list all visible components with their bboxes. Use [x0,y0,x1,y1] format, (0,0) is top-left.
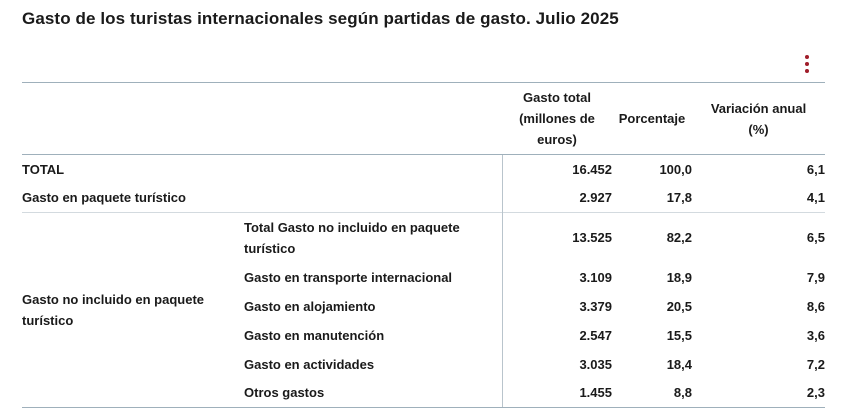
header-porcentaje: Porcentaje [612,82,692,155]
row-label: TOTAL [22,154,503,184]
row-label: Gasto en alojamiento [244,291,503,321]
row-label: Gasto en actividades [244,349,503,379]
variacion-cell: 3,6 [806,327,825,343]
gasto-cell: 3.035 [579,356,612,372]
table-row: Gasto en manutención 2.547 15,5 3,6 [22,320,825,350]
row-label: Otros gastos [244,378,503,408]
menu-dot [805,62,809,66]
porcentaje-cell: 15,5 [666,327,692,343]
header-gasto-total: Gasto total (millones de euros) [502,82,612,155]
table-row: Otros gastos 1.455 8,8 2,3 [22,378,825,408]
menu-dot [805,55,809,59]
variacion-cell: 6,1 [806,161,825,177]
gasto-cell: 1.455 [502,378,612,408]
header-variacion: Variación anual (%) [692,82,825,155]
menu-dot [805,69,809,73]
gasto-cell: 13.525 [502,212,612,263]
table-row: Gasto no incluido en paquete turístico T… [22,212,825,408]
gasto-cell: 3.379 [579,298,612,314]
more-options-icon[interactable] [803,55,811,73]
table-row: Gasto en paquete turístico 2.927 17,8 4,… [22,183,825,213]
table-row: Gasto en alojamiento 3.379 20,5 8,6 [22,291,825,321]
variacion-cell: 6,5 [692,212,825,263]
table-row: TOTAL 16.452 100,0 6,1 [22,154,825,184]
variacion-cell: 4,1 [806,190,825,206]
header-empty-cell [22,82,502,155]
variacion-cell: 2,3 [692,378,825,408]
gasto-cell: 2.547 [579,327,612,343]
table-header-row: Gasto total (millones de euros) Porcenta… [22,82,825,155]
variacion-cell: 7,2 [806,356,825,372]
table-row: Gasto en transporte internacional 3.109 … [22,262,825,292]
row-label: Gasto en paquete turístico [22,183,503,213]
table-row: Gasto en actividades 3.035 18,4 7,2 [22,349,825,379]
gasto-cell: 16.452 [572,161,612,177]
group-label: Gasto no incluido en paquete turístico [22,212,244,408]
row-label: Gasto en manutención [244,320,503,350]
expenditure-table: Gasto total (millones de euros) Porcenta… [22,82,825,408]
page-title: Gasto de los turistas internacionales se… [22,9,619,28]
row-label: Total Gasto no incluido en paquete turís… [244,212,503,263]
porcentaje-cell: 17,8 [666,190,692,206]
variacion-cell: 8,6 [806,298,825,314]
header-gasto-total-label: Gasto total (millones de euros) [519,90,595,147]
porcentaje-cell: 18,9 [666,269,692,285]
gasto-cell: 2.927 [579,190,612,206]
variacion-cell: 7,9 [806,269,825,285]
porcentaje-cell: 100,0 [659,161,692,177]
porcentaje-cell: 82,2 [612,212,692,263]
header-variacion-label: Variación anual (%) [710,100,807,137]
gasto-cell: 3.109 [579,269,612,285]
row-label: Gasto en transporte internacional [244,262,503,292]
porcentaje-cell: 20,5 [666,298,692,314]
porcentaje-cell: 18,4 [666,356,692,372]
porcentaje-cell: 8,8 [612,378,692,408]
